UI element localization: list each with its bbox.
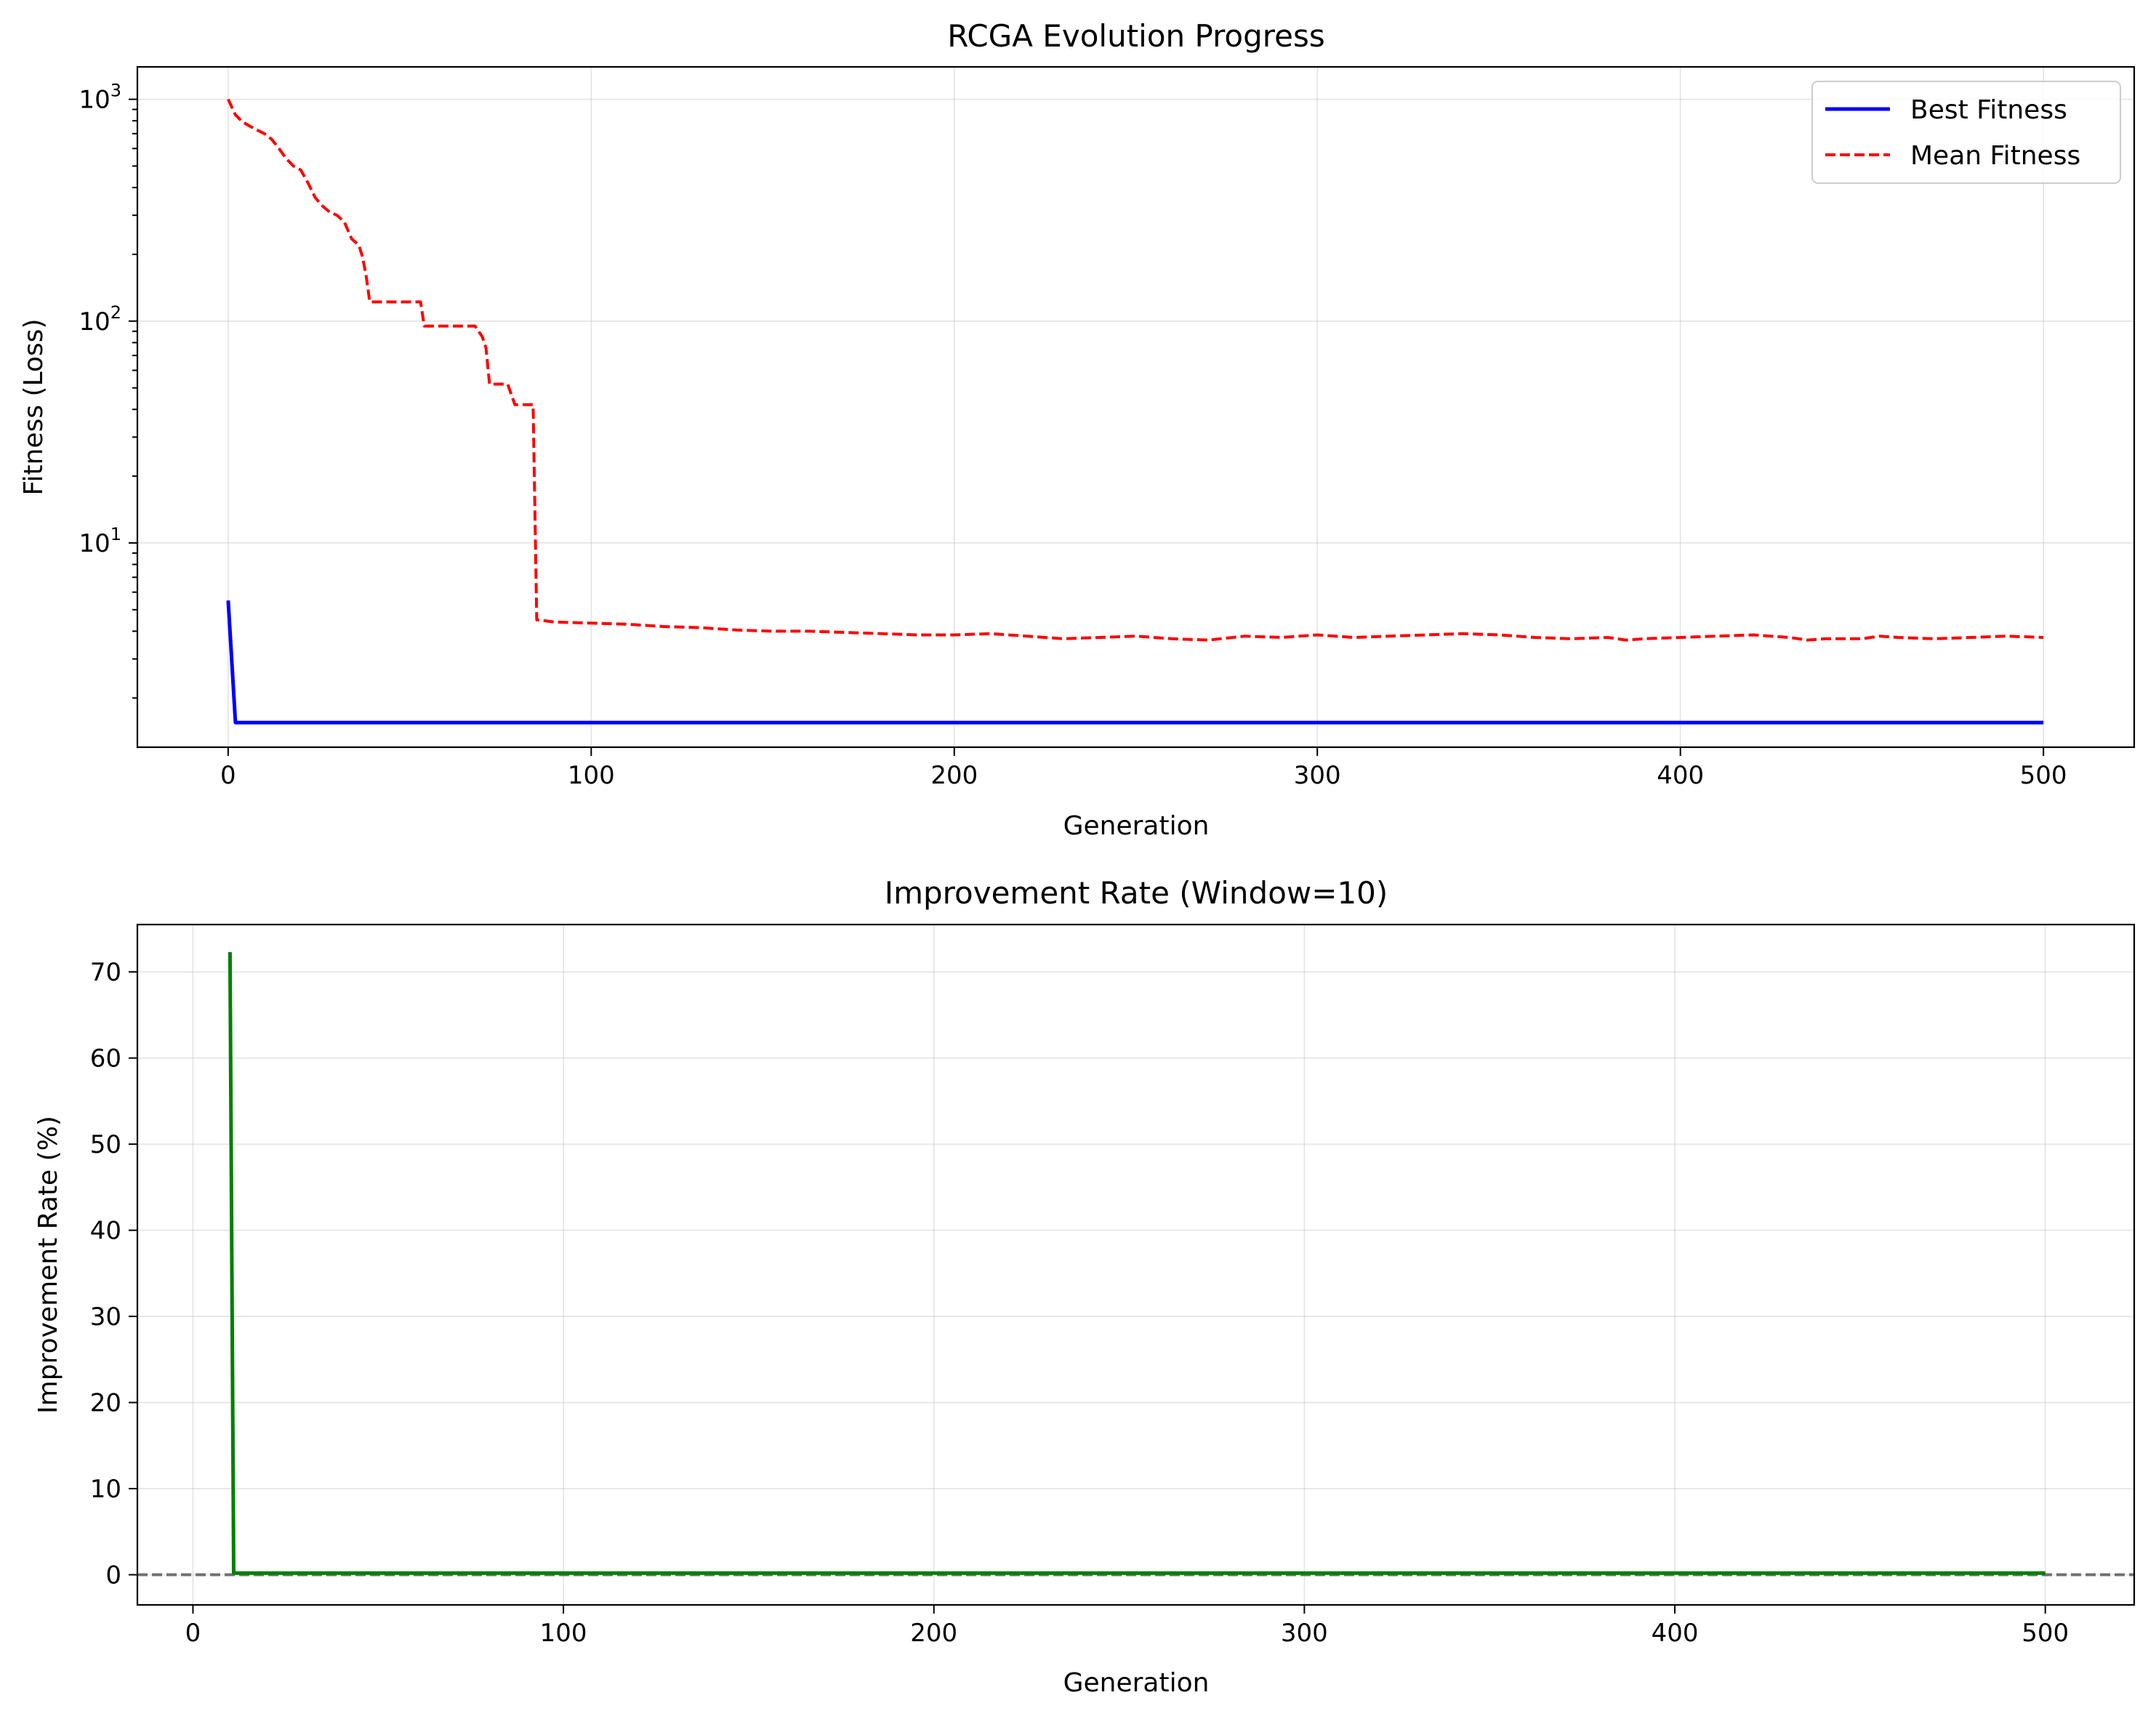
- x-tick-label: 400: [1652, 1619, 1699, 1648]
- fitness-chart-legend: Best Fitness Mean Fitness: [1811, 81, 2121, 184]
- improvement-chart-frame: [136, 923, 2136, 1606]
- y-tick-label: 70: [90, 958, 121, 987]
- y-tick-label: 10: [90, 1475, 121, 1504]
- x-tick-label: 200: [910, 1619, 957, 1648]
- fitness-chart-y-ticks: 101 102 103: [79, 81, 137, 558]
- y-tick-label: 60: [90, 1044, 121, 1074]
- fitness-chart-x-label: Generation: [1063, 811, 1210, 841]
- x-tick-label: 500: [2022, 1619, 2069, 1648]
- x-tick-label: 0: [220, 761, 236, 790]
- y-tick-label: 50: [90, 1130, 121, 1159]
- improvement-chart-series: [137, 951, 2134, 1577]
- legend-mean-fitness-label: Mean Fitness: [1910, 141, 2080, 171]
- improvement-chart-y-ticks: 0 10 20 30 40 50 60 70: [90, 958, 137, 1590]
- x-tick-label: 400: [1657, 761, 1704, 790]
- improvement-chart: Improvement Rate (Window=10) 0 100 200 300 4…: [33, 875, 2136, 1698]
- improvement-chart-title: Improvement Rate (Window=10): [885, 875, 1388, 911]
- y-tick-label: 20: [90, 1389, 121, 1418]
- y-tick-label: 103: [79, 81, 121, 115]
- x-tick-label: 500: [2020, 761, 2067, 790]
- fitness-chart-title: RCGA Evolution Progress: [947, 18, 1324, 54]
- y-tick-label: 30: [90, 1303, 121, 1332]
- fitness-chart: RCGA Evolution Progress 0 100 200 300 400 500…: [19, 18, 2136, 841]
- improvement-chart-x-ticks: 0 100 200 300 400 500: [185, 1605, 2069, 1648]
- x-tick-label: 0: [185, 1619, 201, 1648]
- series-0-line: [228, 951, 2046, 1575]
- legend-best-fitness-label: Best Fitness: [1910, 95, 2067, 125]
- fitness-chart-series: [226, 98, 2044, 725]
- improvement-chart-grid: [137, 925, 2134, 1605]
- fitness-chart-x-ticks: 0 100 200 300 400 500: [220, 747, 2067, 790]
- best-fitness-line: [226, 600, 2044, 725]
- y-tick-label: 40: [90, 1217, 121, 1246]
- x-tick-label: 100: [568, 761, 615, 790]
- y-tick-label: 0: [105, 1561, 121, 1590]
- mean-fitness-line: [227, 98, 2044, 642]
- x-tick-label: 200: [930, 761, 978, 790]
- y-tick-label: 101: [79, 524, 121, 558]
- x-tick-label: 300: [1281, 1619, 1328, 1648]
- x-tick-label: 100: [540, 1619, 587, 1648]
- legend-box: [1811, 81, 2121, 184]
- x-tick-label: 300: [1294, 761, 1341, 790]
- improvement-chart-y-label: Improvement Rate (%): [33, 1116, 63, 1414]
- fitness-chart-y-label: Fitness (Loss): [19, 318, 49, 495]
- fitness-chart-minor-ticks: [132, 108, 137, 699]
- y-tick-label: 102: [79, 302, 121, 337]
- improvement-chart-x-label: Generation: [1063, 1668, 1210, 1698]
- fitness-chart-frame: [136, 65, 2136, 749]
